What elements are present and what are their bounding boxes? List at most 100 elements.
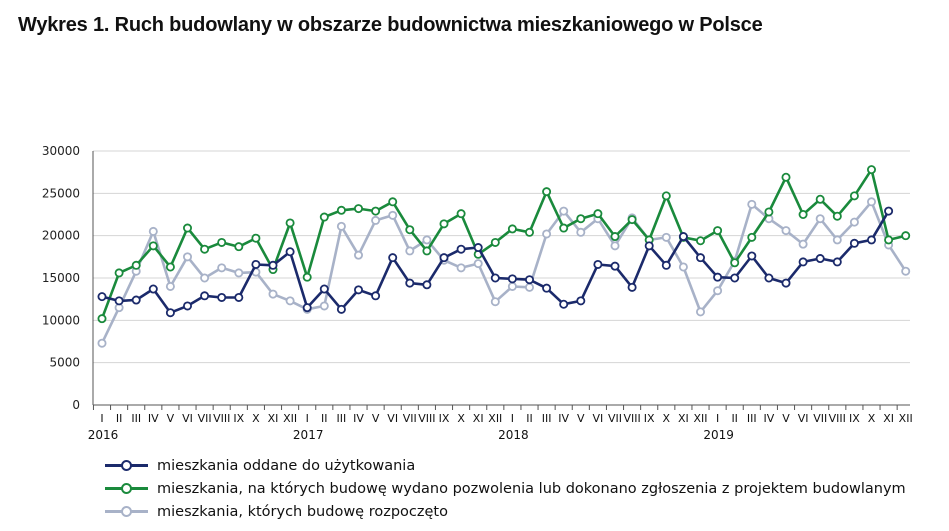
data-point: [713, 272, 723, 282]
x-tick-label: X: [868, 412, 876, 425]
x-tick-label: X: [663, 412, 671, 425]
data-point: [849, 238, 859, 248]
x-tick-label: IX: [439, 412, 450, 425]
data-point: [405, 246, 415, 256]
data-point: [148, 241, 158, 251]
x-tick-label: I: [306, 412, 309, 425]
data-point: [353, 285, 363, 295]
data-point: [422, 235, 432, 245]
data-point: [371, 206, 381, 216]
data-point: [371, 215, 381, 225]
data-point: [815, 254, 825, 264]
x-tick-label: IV: [558, 412, 569, 425]
y-tick-label: 20000: [42, 229, 80, 243]
data-point: [234, 268, 244, 278]
x-tick-label: VI: [387, 412, 398, 425]
data-point: [747, 199, 757, 209]
data-point: [781, 278, 791, 288]
data-point: [559, 223, 569, 233]
data-point: [234, 292, 244, 302]
data-point: [182, 301, 192, 311]
series-2: [97, 197, 911, 348]
data-point: [507, 274, 517, 284]
chart-title: Wykres 1. Ruch budowlany w obszarze budo…: [18, 14, 763, 36]
data-point: [901, 266, 911, 276]
y-axis: 0 5000 10000 15000 20000 25000 30000: [42, 144, 94, 412]
data-point: [798, 239, 808, 249]
data-point: [131, 295, 141, 305]
data-point: [730, 273, 740, 283]
x-tick-label: VII: [813, 412, 827, 425]
data-point: [832, 211, 842, 221]
data-point: [439, 219, 449, 229]
x-tick-label: XII: [899, 412, 913, 425]
data-point: [747, 232, 757, 242]
x-year-label: 2016: [88, 428, 119, 442]
x-tick-label: VI: [182, 412, 193, 425]
data-point: [405, 225, 415, 235]
data-point: [764, 207, 774, 217]
data-point: [884, 206, 894, 216]
x-tick-label: XII: [693, 412, 707, 425]
data-point: [148, 226, 158, 236]
data-point: [97, 338, 107, 348]
x-tick-label: II: [526, 412, 533, 425]
y-tick-label: 25000: [42, 186, 80, 200]
data-point: [388, 253, 398, 263]
data-point: [473, 259, 483, 269]
data-point: [285, 296, 295, 306]
data-point: [901, 231, 911, 241]
data-point: [696, 236, 706, 246]
x-tick-label: X: [457, 412, 465, 425]
x-tick-label: V: [577, 412, 585, 425]
data-point: [319, 284, 329, 294]
data-point: [353, 250, 363, 260]
data-point: [217, 263, 227, 273]
data-point: [696, 307, 706, 317]
y-tick-label: 0: [72, 398, 80, 412]
data-point: [473, 243, 483, 253]
data-point: [661, 232, 671, 242]
data-point: [764, 273, 774, 283]
data-point: [97, 314, 107, 324]
data-point: [490, 273, 500, 283]
data-point: [182, 252, 192, 262]
data-point: [507, 281, 517, 291]
data-point: [507, 224, 517, 234]
x-tick-label: IV: [353, 412, 364, 425]
data-point: [525, 227, 535, 237]
series-group: [97, 165, 911, 348]
data-point: [730, 258, 740, 268]
x-tick-label: VII: [608, 412, 622, 425]
data-point: [131, 260, 141, 270]
y-tick-label: 5000: [49, 356, 80, 370]
data-point: [405, 278, 415, 288]
data-point: [114, 296, 124, 306]
x-tick-label: XI: [678, 412, 689, 425]
data-point: [456, 209, 466, 219]
x-year-label: 2018: [498, 428, 529, 442]
data-point: [867, 235, 877, 245]
x-tick-label: IX: [233, 412, 244, 425]
legend-swatch-started: [105, 506, 148, 517]
data-point: [849, 217, 859, 227]
data-point: [559, 206, 569, 216]
data-point: [336, 221, 346, 231]
x-tick-label: V: [372, 412, 380, 425]
data-point: [576, 227, 586, 237]
data-point: [867, 197, 877, 207]
data-point: [200, 244, 210, 254]
data-point: [456, 263, 466, 273]
legend: mieszkania oddane do użytkowania mieszka…: [105, 454, 906, 523]
x-tick-label: VII: [403, 412, 417, 425]
x-tick-label: VII: [198, 412, 212, 425]
x-tick-label: I: [100, 412, 103, 425]
data-point: [319, 212, 329, 222]
series-1: [97, 165, 911, 324]
data-point: [713, 286, 723, 296]
legend-label-started: mieszkania, których budowę rozpoczęto: [157, 503, 448, 520]
x-tick-label: VIII: [829, 412, 846, 425]
data-point: [148, 284, 158, 294]
data-point: [576, 296, 586, 306]
